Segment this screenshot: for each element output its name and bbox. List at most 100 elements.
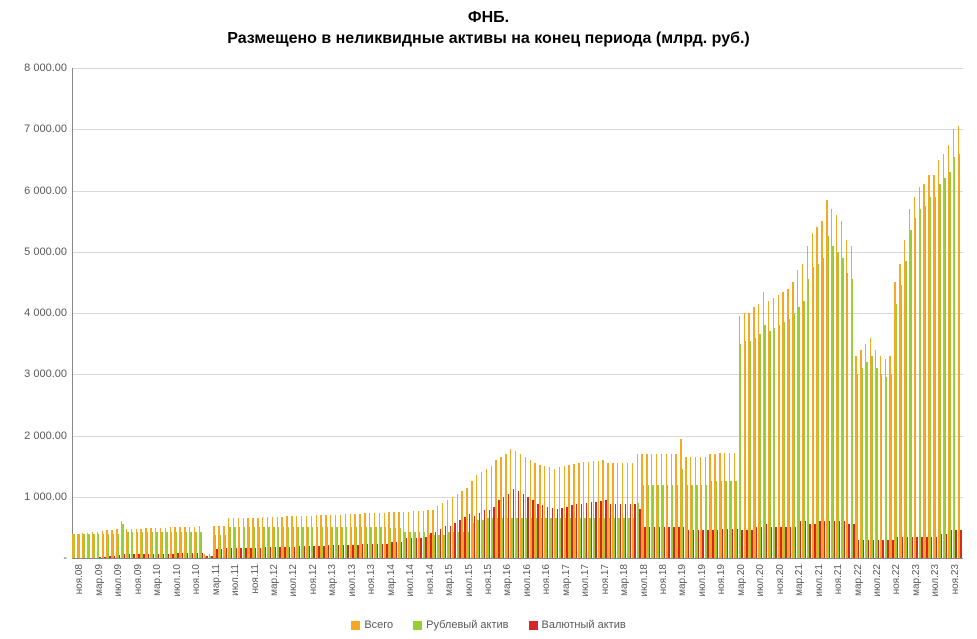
y-tick-label: 8 000.00 [24,62,67,74]
bar-group [179,527,183,558]
legend-item-fx: Валютный актив [529,619,626,631]
bar-group [943,154,947,558]
bar-group [505,454,509,558]
bar-ruble [779,325,780,558]
bar-ruble [847,273,848,558]
bar-group [598,461,602,558]
x-tick-label: ноя.14 [425,564,436,594]
bar-group [685,457,689,558]
bar-group [311,516,315,558]
bar-group [199,526,203,558]
bar-group [899,264,903,558]
bar-group [612,463,616,558]
y-tick-label: 3 000.00 [24,368,67,380]
bar-group [695,457,699,558]
bar-group [476,475,480,558]
bar-group [209,554,213,558]
bar-group [243,518,247,558]
chart-container: ФНБ. Размещено в неликвидные активы на к… [0,0,977,639]
x-tick-label: июл.12 [288,564,299,597]
x-tick-label: мар.15 [444,564,455,596]
bar-group [184,527,188,558]
bar-group [646,454,650,558]
bar-group [617,463,621,558]
bar-ruble [740,344,741,558]
legend-label: Рублевый актив [426,619,508,631]
bar-group [792,282,796,558]
bar-group [228,518,232,558]
bar-group [632,463,636,558]
bar-ruble [920,209,921,558]
x-tick-label: мар.11 [211,564,222,595]
bar-group [885,359,889,558]
bar-ruble [935,197,936,558]
x-tick-label: июл.19 [697,564,708,597]
bar-group [170,527,174,558]
x-tick-label: июл.17 [580,564,591,597]
bar-group [753,307,757,558]
bar-group [150,528,154,558]
x-tick-label: июл.18 [639,564,650,597]
x-tick-label: мар.21 [794,564,805,596]
bar-group [213,526,217,558]
bar-ruble [891,374,892,558]
bar-group [393,512,397,558]
x-tick-label: ноя.16 [541,564,552,594]
bar-ruble [954,157,955,558]
x-tick-label: июл.09 [113,564,124,597]
bar-ruble [774,328,775,558]
bar-group [87,533,91,558]
bar-group [851,246,855,558]
bar-group [296,516,300,558]
x-tick-label: мар.17 [561,564,572,596]
bar-group [379,513,383,558]
bar-group [914,197,918,558]
bar-group [763,292,767,558]
bar-group [174,527,178,558]
bar-ruble [857,374,858,558]
bar-group [671,454,675,558]
x-tick-label: ноя.20 [775,564,786,594]
bar-group [919,187,923,558]
bar-group [816,227,820,558]
bar-group [807,246,811,558]
bar-group [194,527,198,558]
bar-group [340,515,344,558]
bar-group [238,518,242,558]
bar-group [564,466,568,558]
bar-group [165,528,169,558]
bar-group [724,453,728,558]
bar-group [102,531,106,558]
y-tick-label: 1 000.00 [24,491,67,503]
bar-ruble [103,534,104,559]
legend-label: Валютный актив [542,619,626,631]
legend-swatch [351,621,360,630]
bar-group [894,282,898,558]
bar-group [578,463,582,558]
legend-item-total: Всего [351,619,393,631]
bar-group [432,510,436,558]
bar-group [427,510,431,558]
bar-group [204,554,208,558]
bar-group [627,463,631,558]
bar-group [758,304,762,558]
bar-group [106,530,110,558]
bar-ruble [901,285,902,558]
bar-group [666,454,670,558]
bar-group [77,534,81,559]
x-tick-label: ноя.15 [483,564,494,594]
bar-ruble [871,356,872,558]
x-tick-label: ноя.10 [191,564,202,594]
x-tick-label: июл.14 [405,564,416,597]
x-axis-labels: ноя.08мар.09июл.09ноя.09мар.10июл.10ноя.… [72,560,962,610]
bar-group [559,467,563,558]
bar-group [354,514,358,558]
bar-group [549,467,553,558]
bar-group [782,292,786,558]
bar-ruble [905,261,906,558]
bar-ruble [881,374,882,558]
bar-ruble [813,267,814,558]
bar-ruble [944,178,945,558]
x-tick-label: ноя.21 [833,564,844,594]
bar-group [904,240,908,559]
